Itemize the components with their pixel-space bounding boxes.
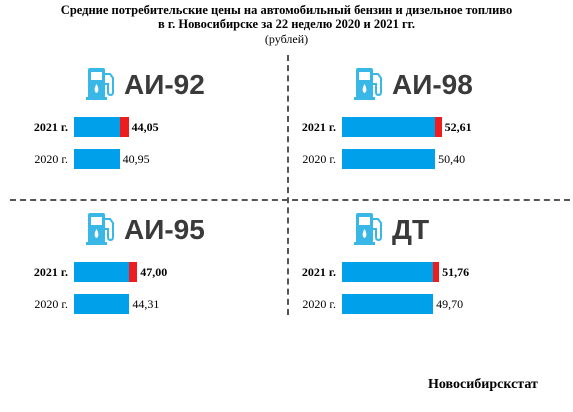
- bar-2021: [74, 262, 130, 282]
- bar-2020: [74, 294, 130, 314]
- bar-row-2020: 2020 г. 40,95: [0, 149, 280, 169]
- bar-row-2021: 2021 г. 44,05: [0, 117, 280, 137]
- panel-аи-95: АИ-95 2021 г. 47,00 2020 г. 44,31: [0, 207, 280, 347]
- chart-title-line-1: Средние потребительские цены на автомоби…: [60, 3, 513, 17]
- chart-title-line-2: в г. Новосибирске за 22 неделю 2020 и 20…: [157, 17, 416, 31]
- year-label: 2020 г.: [34, 152, 68, 166]
- bar-row-2020: 2020 г. 50,40: [288, 149, 568, 169]
- value-label: 51,76: [442, 265, 470, 279]
- year-label: 2021 г.: [301, 120, 336, 134]
- fuel-pump-icon: [86, 209, 116, 252]
- source-label: Новосибирскстат: [428, 377, 538, 392]
- year-label: 2021 г.: [301, 265, 336, 279]
- chart-unit: (рублей): [264, 32, 309, 46]
- bar-row-2021: 2021 г. 47,00: [0, 262, 280, 282]
- bar-2021: [74, 117, 120, 137]
- bar-2020: [342, 149, 436, 169]
- bar-increase-segment: [435, 117, 442, 137]
- fuel-type-label: АИ-98: [392, 69, 473, 100]
- bar-row-2021: 2021 г. 52,61: [288, 117, 568, 137]
- value-label: 52,61: [444, 120, 472, 134]
- value-label: 49,70: [436, 297, 464, 311]
- fuel-pump-icon: [354, 209, 384, 252]
- fuel-type-label: АИ-95: [124, 214, 205, 245]
- panel-аи-92: АИ-92 2021 г. 44,05 2020 г. 40,95: [0, 62, 280, 202]
- bar-increase-segment: [119, 117, 129, 137]
- bar-increase-segment: [129, 262, 138, 282]
- value-label: 40,95: [122, 152, 150, 166]
- value-label: 44,05: [131, 120, 159, 134]
- panel-дт: ДТ 2021 г. 51,76 2020 г. 49,70: [288, 207, 568, 347]
- bar-row-2021: 2021 г. 51,76: [288, 262, 568, 282]
- bar-row-2020: 2020 г. 49,70: [288, 294, 568, 314]
- value-label: 50,40: [438, 152, 466, 166]
- fuel-type-label: АИ-92: [124, 69, 205, 100]
- fuel-pump-icon: [354, 64, 384, 107]
- year-label: 2021 г.: [33, 265, 68, 279]
- bar-2021: [342, 117, 436, 137]
- year-label: 2021 г.: [33, 120, 68, 134]
- fuel-pump-icon: [86, 64, 116, 107]
- fuel-type-label: ДТ: [392, 214, 430, 245]
- bar-2021: [342, 262, 434, 282]
- bar-row-2020: 2020 г. 44,31: [0, 294, 280, 314]
- bar-2020: [342, 294, 434, 314]
- year-label: 2020 г.: [302, 152, 336, 166]
- value-label: 47,00: [140, 265, 168, 279]
- year-label: 2020 г.: [302, 297, 336, 311]
- vertical-divider: [287, 55, 289, 315]
- year-label: 2020 г.: [34, 297, 68, 311]
- panel-аи-98: АИ-98 2021 г. 52,61 2020 г. 50,40: [288, 62, 568, 202]
- bar-increase-segment: [433, 262, 440, 282]
- value-label: 44,31: [132, 297, 160, 311]
- bar-2020: [74, 149, 120, 169]
- horizontal-divider: [10, 199, 570, 201]
